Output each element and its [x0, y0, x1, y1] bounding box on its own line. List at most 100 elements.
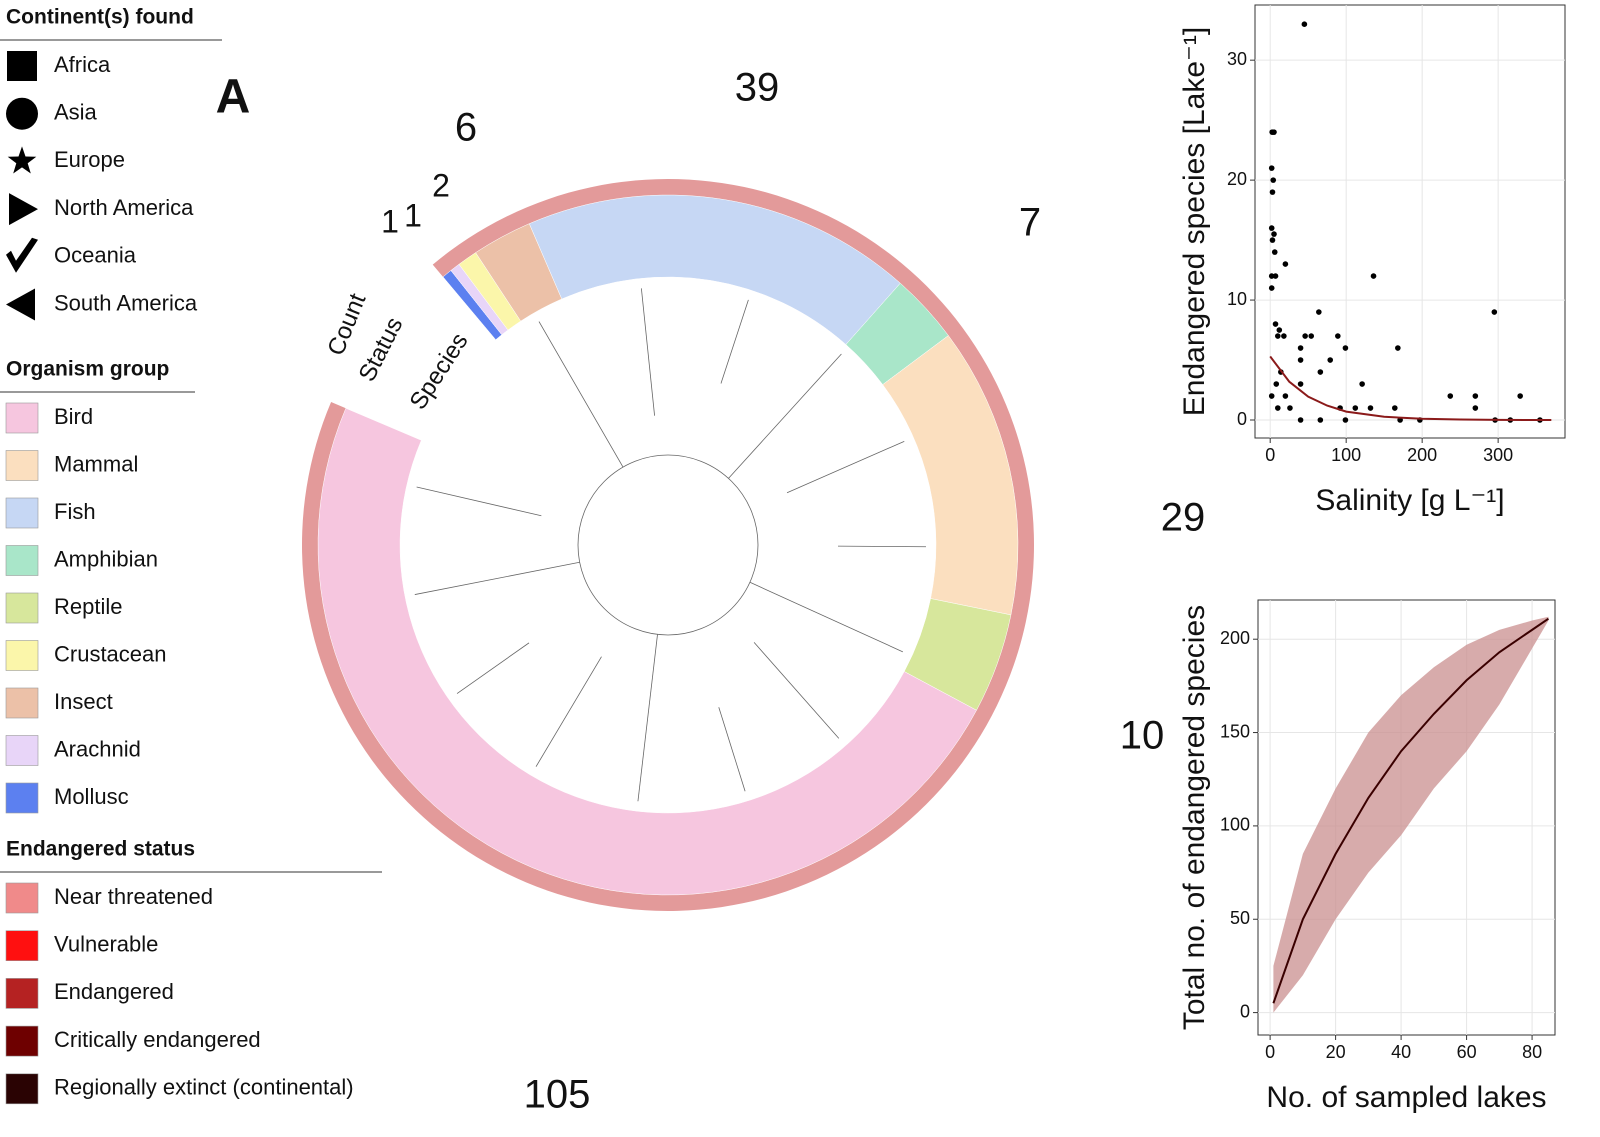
y-tick-label: 0 — [1240, 1001, 1250, 1021]
point — [1297, 381, 1304, 387]
x-tick-label: 0 — [1265, 1042, 1275, 1062]
legend-swatch — [5, 450, 39, 481]
legend-label: Fish — [54, 499, 96, 524]
point — [1268, 165, 1275, 171]
point — [1276, 327, 1283, 333]
tree-branch — [728, 353, 842, 479]
legend-swatch — [5, 735, 39, 766]
legend-swatch — [5, 545, 39, 576]
point — [1269, 189, 1276, 195]
point — [1359, 381, 1365, 387]
group-count: 7 — [1019, 201, 1041, 245]
x-tick-label: 60 — [1457, 1042, 1477, 1062]
point — [1271, 129, 1277, 135]
legend-label: Arachnid — [54, 736, 141, 761]
group-sector — [528, 194, 901, 345]
legend-label: Vulnerable — [54, 932, 158, 957]
legend-symbol — [6, 237, 38, 273]
y-tick-label: 100 — [1220, 815, 1250, 835]
point — [1270, 177, 1277, 183]
panel-letter: A — [216, 71, 251, 124]
x-tick-label: 40 — [1391, 1042, 1411, 1062]
point — [1268, 285, 1275, 291]
legend-label: Amphibian — [54, 546, 158, 571]
point — [1317, 369, 1324, 375]
legend-swatch — [5, 978, 39, 1009]
legend-label: Africa — [54, 52, 111, 77]
x-tick-label: 0 — [1265, 445, 1275, 465]
point — [1352, 405, 1359, 411]
point — [1282, 393, 1289, 399]
point — [1472, 393, 1479, 399]
tree-branch — [786, 440, 905, 494]
point — [1472, 405, 1479, 411]
point — [1274, 405, 1281, 411]
legend-swatch — [5, 882, 39, 914]
point — [1302, 333, 1308, 339]
point — [1272, 321, 1279, 327]
legend-swatch — [5, 1025, 39, 1057]
legend-swatch — [5, 1073, 39, 1105]
x-axis-label: Salinity [g L⁻¹] — [1315, 484, 1504, 517]
point — [1271, 249, 1278, 255]
point — [1301, 21, 1308, 27]
y-axis-label: Total no. of endangered species — [1178, 605, 1211, 1030]
x-tick-label: 100 — [1331, 445, 1361, 465]
group-count: 105 — [524, 1073, 591, 1117]
group-count: 1 — [404, 197, 422, 233]
group-count: 2 — [432, 167, 450, 203]
point — [1282, 261, 1289, 267]
legend-label: Near threatened — [54, 884, 213, 909]
legend-label: Crustacean — [54, 641, 167, 666]
point — [1297, 345, 1304, 351]
group-count: 1 — [381, 203, 399, 239]
group-count: 6 — [455, 106, 477, 150]
legend-swatch — [5, 930, 39, 962]
legend-swatch — [5, 497, 39, 529]
point — [1272, 273, 1279, 279]
point — [1268, 393, 1275, 399]
y-tick-label: 0 — [1237, 409, 1247, 429]
tree-branch — [414, 561, 580, 595]
legend-label: Oceania — [54, 243, 137, 268]
legend-symbol — [9, 193, 38, 226]
ring-label: Species — [404, 328, 473, 414]
tree-branch — [640, 288, 655, 416]
y-tick-label: 50 — [1230, 908, 1250, 928]
tree-branch — [720, 299, 749, 384]
point — [1327, 357, 1334, 363]
legend-label: Endangered — [54, 979, 174, 1004]
x-axis-label: No. of sampled lakes — [1266, 1081, 1546, 1114]
point — [1268, 225, 1275, 231]
y-tick-label: 20 — [1227, 169, 1247, 189]
y-tick-label: 30 — [1227, 49, 1247, 69]
y-axis-label: Endangered species [Lake⁻¹] — [1178, 27, 1211, 416]
x-tick-label: 20 — [1326, 1042, 1346, 1062]
tree-root-arc — [577, 454, 759, 636]
legend-symbol — [6, 97, 38, 130]
fit-line — [1269, 355, 1552, 422]
legend-swatch — [5, 402, 39, 434]
point — [1297, 357, 1304, 363]
legend-label: Asia — [54, 100, 98, 125]
point — [1517, 393, 1523, 399]
group-count: 29 — [1161, 496, 1206, 540]
tree-branch — [753, 642, 840, 739]
point — [1287, 405, 1293, 411]
point — [1308, 333, 1315, 339]
legend-title: Organism group — [6, 358, 169, 381]
legend-swatch — [5, 640, 39, 671]
y-tick-label: 200 — [1220, 628, 1250, 648]
legend-swatch — [5, 592, 39, 624]
y-tick-label: 10 — [1227, 289, 1247, 309]
group-count: 10 — [1120, 714, 1165, 758]
tree-branch — [637, 634, 658, 802]
point — [1281, 333, 1287, 339]
x-tick-label: 200 — [1407, 445, 1437, 465]
plot-area — [1254, 4, 1566, 439]
point — [1274, 333, 1281, 339]
tree-branch — [837, 545, 926, 548]
tree-branch — [718, 707, 746, 792]
